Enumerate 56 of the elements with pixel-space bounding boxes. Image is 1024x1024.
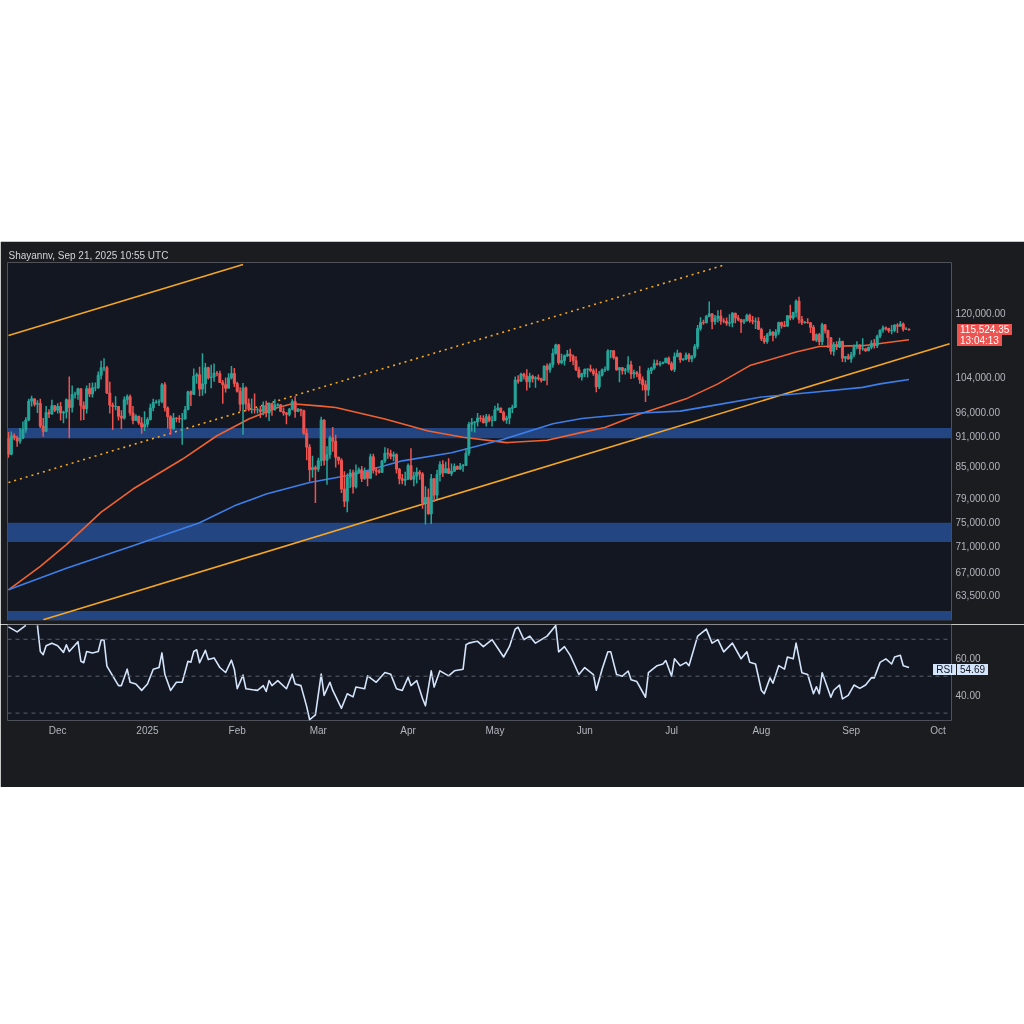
y-tick-label: 63,500.00 <box>955 590 1001 602</box>
x-tick-label: Apr <box>400 724 417 736</box>
candlestick <box>351 468 355 495</box>
x-tick-label: Feb <box>228 724 247 736</box>
x-tick-label: Oct <box>930 724 946 736</box>
candlestick <box>70 384 74 414</box>
y-tick-label: 40.00 <box>955 689 981 701</box>
annotation: 115,524.35 <box>957 323 1013 335</box>
y-tick-label: 75,000.00 <box>955 516 1001 528</box>
candlestick <box>826 328 830 349</box>
candlestick <box>59 401 63 422</box>
candlestick <box>119 409 123 430</box>
y-tick-label: 79,000.00 <box>955 493 1001 505</box>
candlestick <box>200 352 204 397</box>
series-name: RSI <box>933 663 956 675</box>
x-tick-label: May <box>485 724 505 736</box>
x-tick-label: Jun <box>576 724 593 736</box>
candlestick <box>238 386 242 412</box>
y-tick-label: 120,000.00 <box>955 308 1006 320</box>
y-tick-label: 71,000.00 <box>955 540 1001 552</box>
candlestick <box>163 381 167 413</box>
candlestick <box>241 382 245 436</box>
candlestick <box>551 347 555 369</box>
chart-title: Shayannv, Sep 21, 2025 10:55 UTC <box>8 249 169 261</box>
y-tick-label: 96,000.00 <box>955 407 1001 419</box>
candlestick <box>160 382 164 405</box>
candlestick <box>423 485 427 526</box>
line-series <box>7 338 910 591</box>
line-series <box>7 378 910 591</box>
candlestick <box>606 348 610 372</box>
candlestick <box>64 397 68 420</box>
candlestick <box>47 408 51 419</box>
candlestick <box>644 379 648 403</box>
candlestick <box>189 389 193 407</box>
x-tick-label: Dec <box>48 724 67 736</box>
y-tick-label: 104,000.00 <box>955 371 1006 383</box>
candlestick <box>432 477 436 503</box>
annotation: 54.69 <box>957 663 989 675</box>
candlestick <box>44 405 48 433</box>
x-tick-label: Aug <box>752 724 771 736</box>
y-tick-label: 91,000.00 <box>955 430 1001 442</box>
x-tick-label: Jul <box>665 724 678 736</box>
candlestick <box>426 487 430 516</box>
y-tick-label: 85,000.00 <box>955 461 1001 473</box>
candlestick <box>597 370 601 390</box>
x-tick-label: Mar <box>309 724 328 736</box>
y-tick-label: 67,000.00 <box>955 566 1001 578</box>
y-tick-label: 60.00 <box>955 652 981 664</box>
candlestick <box>803 320 807 325</box>
candlestick <box>67 375 71 439</box>
x-tick-label: Sep <box>842 724 861 736</box>
candlestick <box>588 364 593 374</box>
candlestick <box>371 452 375 475</box>
x-tick-label: 2025 <box>136 724 160 736</box>
annotation: 13:04:13 <box>957 334 1002 346</box>
candlestick <box>122 395 126 421</box>
